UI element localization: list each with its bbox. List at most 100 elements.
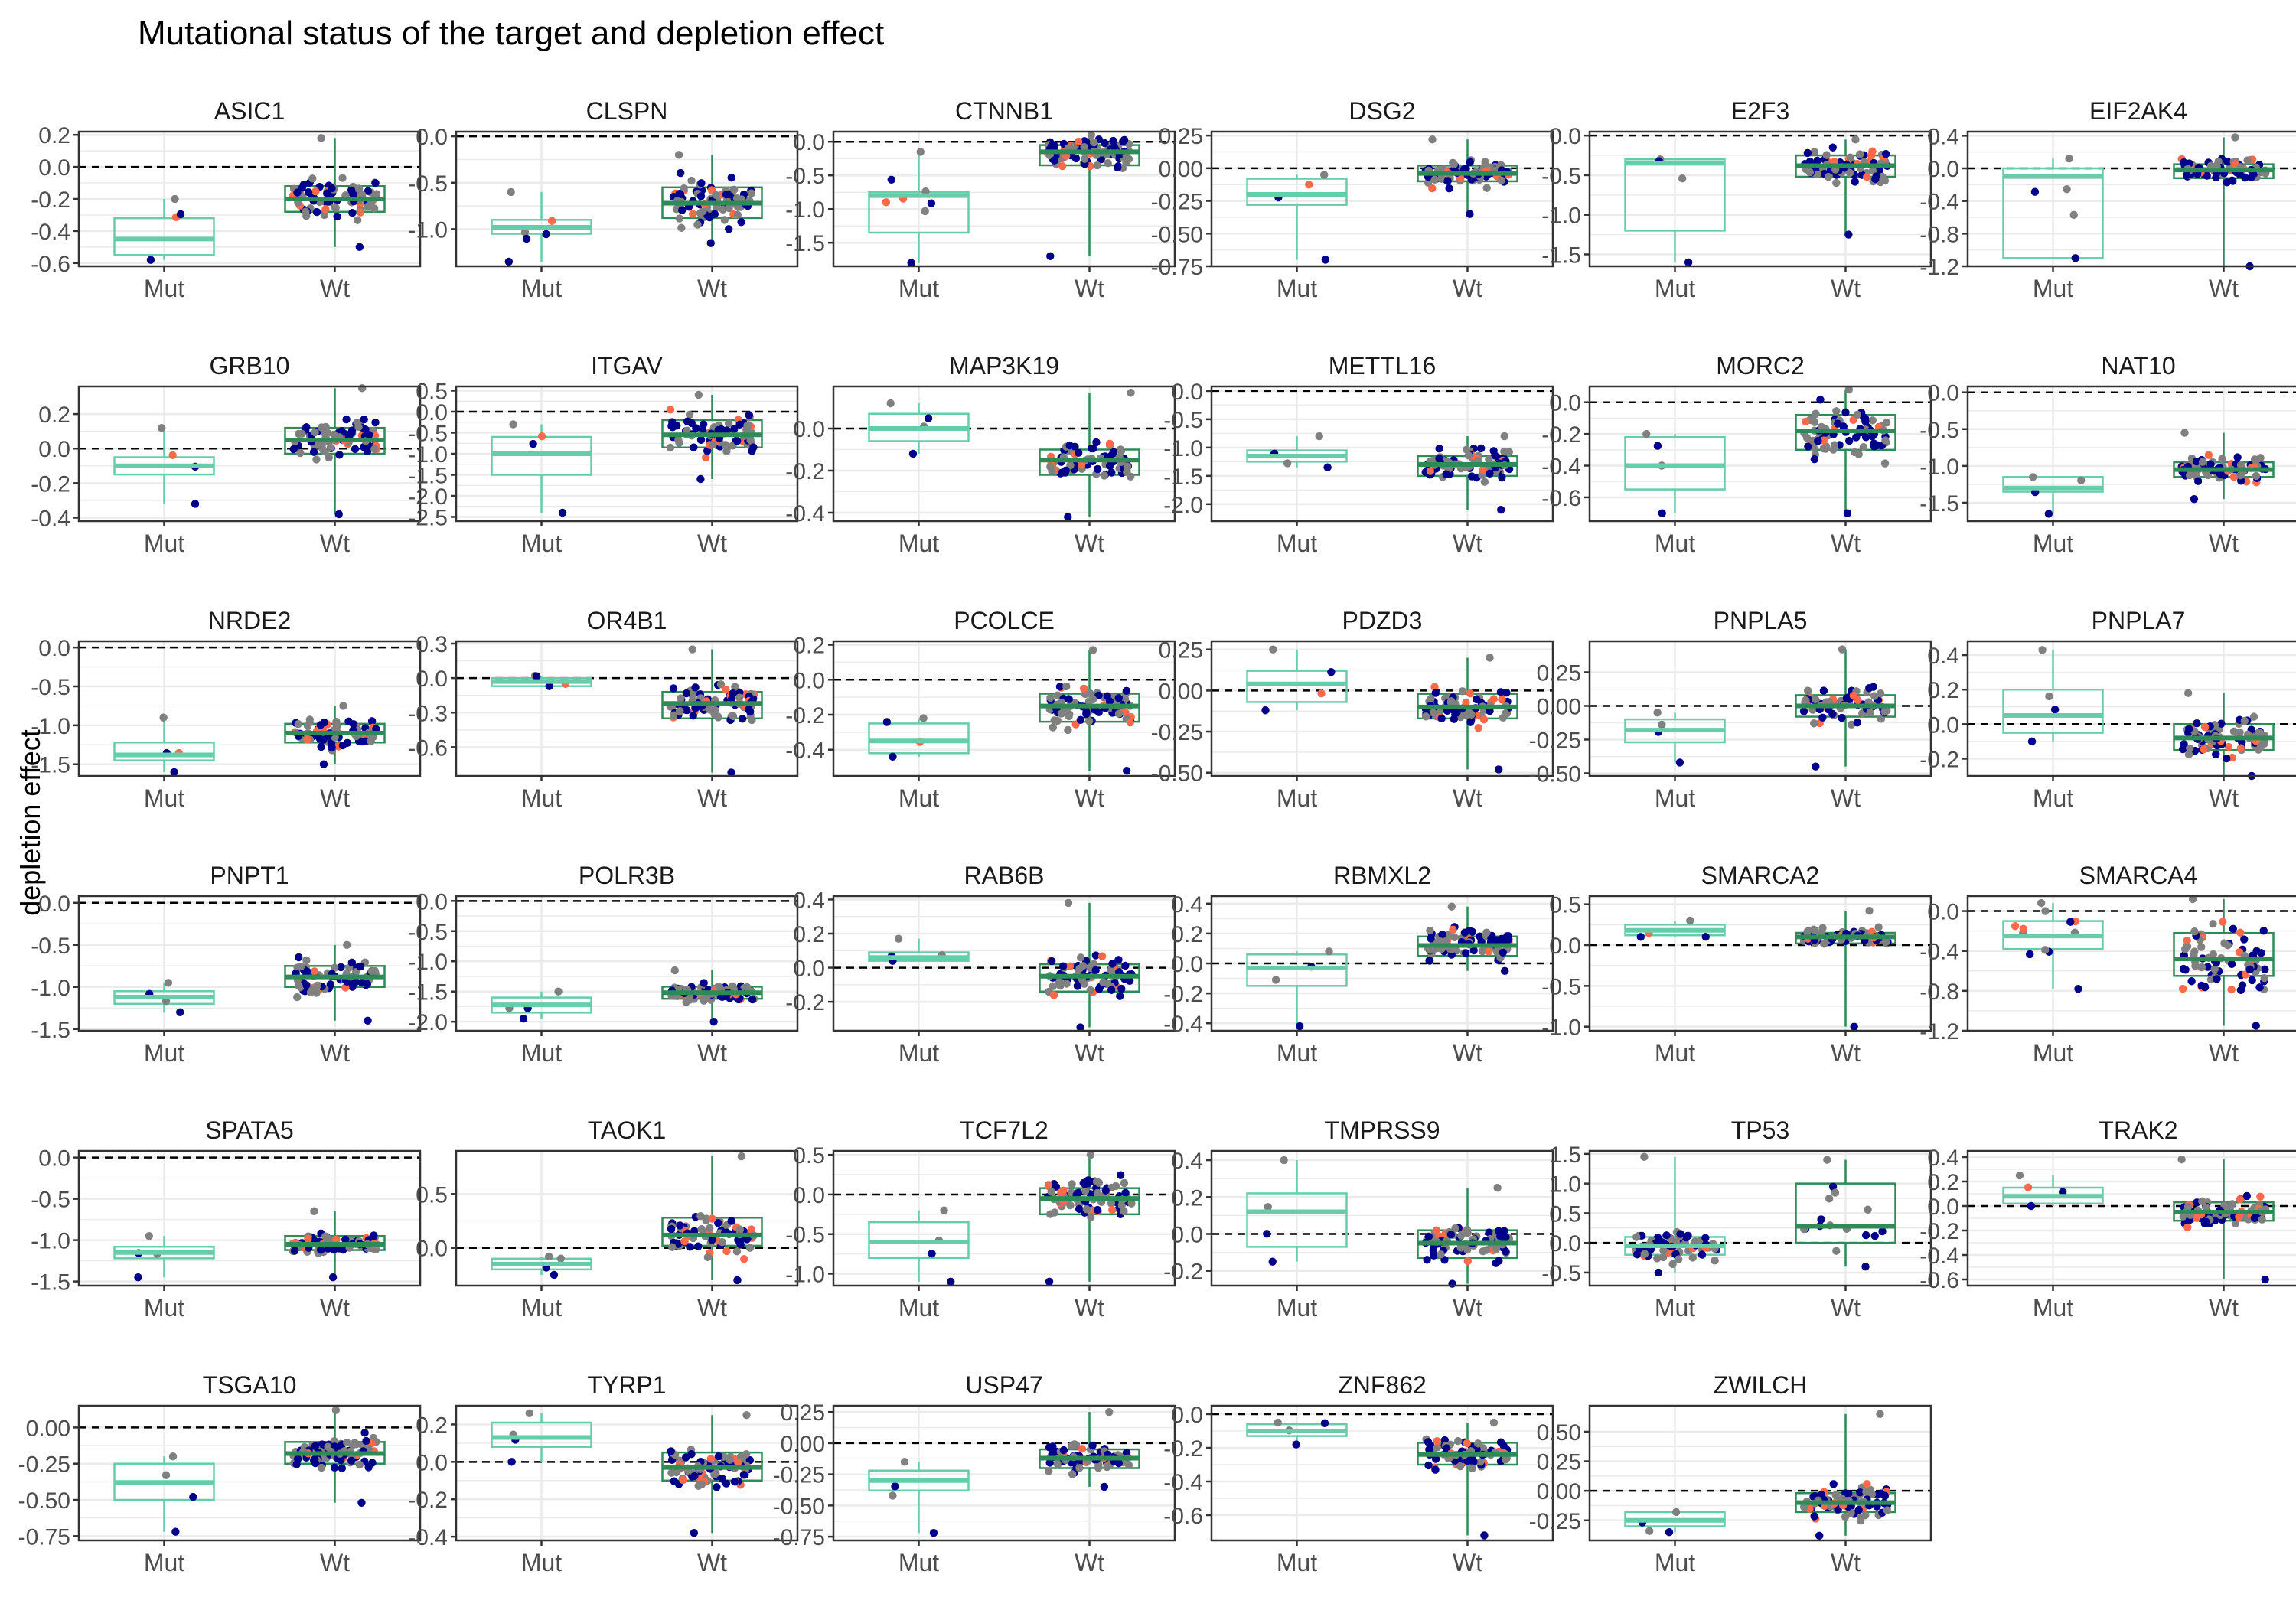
data-point (1856, 1488, 1864, 1497)
data-point (1444, 931, 1453, 939)
data-point (1119, 137, 1127, 146)
y-tick-label: 0.0 (1549, 1231, 1581, 1257)
data-point (1845, 168, 1854, 178)
data-point (670, 1477, 679, 1485)
data-point (1088, 1441, 1097, 1450)
data-point (323, 189, 331, 197)
data-point (1810, 455, 1819, 464)
data-point (1077, 461, 1086, 469)
data-point (1467, 472, 1476, 481)
data-point (1496, 688, 1505, 696)
data-point (1064, 725, 1072, 735)
data-point (708, 1214, 716, 1223)
data-point (326, 443, 335, 451)
y-tick-label: -0.4 (31, 506, 70, 531)
facet-title: CLSPN (586, 97, 668, 125)
data-point (894, 934, 903, 943)
data-point (1811, 695, 1820, 703)
data-point (694, 1242, 703, 1250)
data-point (1046, 693, 1055, 702)
data-point (2193, 477, 2203, 485)
data-point (1861, 417, 1870, 425)
data-point (1049, 982, 1058, 990)
data-point (1868, 416, 1877, 425)
data-point (1062, 980, 1071, 988)
box-iqr (868, 191, 970, 234)
data-point (550, 1270, 559, 1279)
data-point (351, 1439, 359, 1447)
y-tick-label: -0.2 (1919, 1219, 1959, 1244)
data-point (1325, 947, 1333, 956)
x-tick-label: Mut (1277, 784, 1317, 812)
data-point (2015, 1171, 2024, 1180)
panel-border (1966, 385, 2296, 523)
panel-border (77, 1404, 422, 1542)
y-tick-label: 0.5 (1549, 1201, 1581, 1227)
data-point (357, 979, 367, 987)
facet-title: E2F3 (1731, 97, 1789, 125)
y-tick-label: -0.5 (1163, 408, 1203, 433)
data-point (1065, 962, 1075, 970)
panel-border (832, 1149, 1176, 1287)
data-point (371, 418, 380, 427)
facet-title: EIF2AK4 (2089, 97, 2187, 125)
data-point (1045, 1277, 1054, 1286)
panel-background (1968, 132, 2296, 266)
data-point (1847, 1508, 1855, 1517)
data-point (674, 435, 683, 445)
data-point (2038, 646, 2047, 654)
data-point (1500, 447, 1508, 456)
data-point (1116, 992, 1124, 1000)
y-tick-label: 0.3 (416, 632, 448, 657)
y-tick-label: -1.5 (408, 980, 448, 1006)
data-point (916, 148, 925, 156)
x-tick-label: Wt (697, 1294, 727, 1322)
data-point (1126, 718, 1135, 727)
y-tick-label: -1.0 (1541, 204, 1581, 229)
data-point (2227, 960, 2236, 969)
data-point (1430, 175, 1439, 184)
data-point (1081, 1186, 1090, 1195)
data-point (1086, 1150, 1095, 1159)
y-tick-label: -0.50 (1151, 761, 1203, 787)
data-point (1815, 1531, 1824, 1540)
data-point (2200, 983, 2210, 992)
y-tick-label: -1.2 (1919, 255, 1959, 280)
data-point (712, 191, 720, 199)
y-tick-label: -1.0 (408, 950, 448, 975)
data-point (331, 963, 339, 972)
x-tick-label: Wt (1075, 1039, 1104, 1067)
data-point (1091, 951, 1101, 960)
data-point (176, 210, 185, 219)
data-point (730, 1477, 739, 1486)
y-tick-label: 0.0 (1927, 1195, 1959, 1220)
data-point (2236, 744, 2245, 752)
y-tick-label: -0.5 (785, 1223, 825, 1248)
data-point (2065, 155, 2073, 163)
y-tick-label: 0.2 (1171, 922, 1203, 947)
data-point (2027, 1201, 2036, 1211)
data-point (1868, 166, 1877, 175)
data-point (347, 958, 357, 967)
data-point (1653, 709, 1662, 717)
y-tick-label: -0.5 (1541, 974, 1581, 999)
data-point (325, 453, 333, 462)
facet-title: MAP3K19 (949, 352, 1059, 380)
data-point (2188, 895, 2197, 904)
panel-border (455, 130, 799, 268)
facet-e2f3: E2F3 0.0 -0.5 -1.0 -1.5 Mut Wt (1541, 97, 1932, 302)
x-tick-label: Mut (1655, 1549, 1695, 1576)
data-point (1486, 654, 1494, 662)
x-tick-label: Mut (899, 784, 939, 812)
data-point (1103, 692, 1111, 700)
panel-background (1590, 1151, 1931, 1286)
facet-pdzd3: PDZD3 0.25 0.00 -0.25 -0.50 Mut Wt (1151, 607, 1554, 812)
data-point (1120, 1178, 1129, 1188)
box-iqr (1624, 158, 1726, 232)
y-tick-label: -0.2 (1163, 982, 1203, 1007)
data-point (343, 1439, 351, 1447)
y-tick-label: 0.2 (416, 1413, 448, 1438)
data-point (1476, 932, 1484, 940)
data-point (356, 208, 365, 217)
data-point (1433, 1443, 1442, 1452)
